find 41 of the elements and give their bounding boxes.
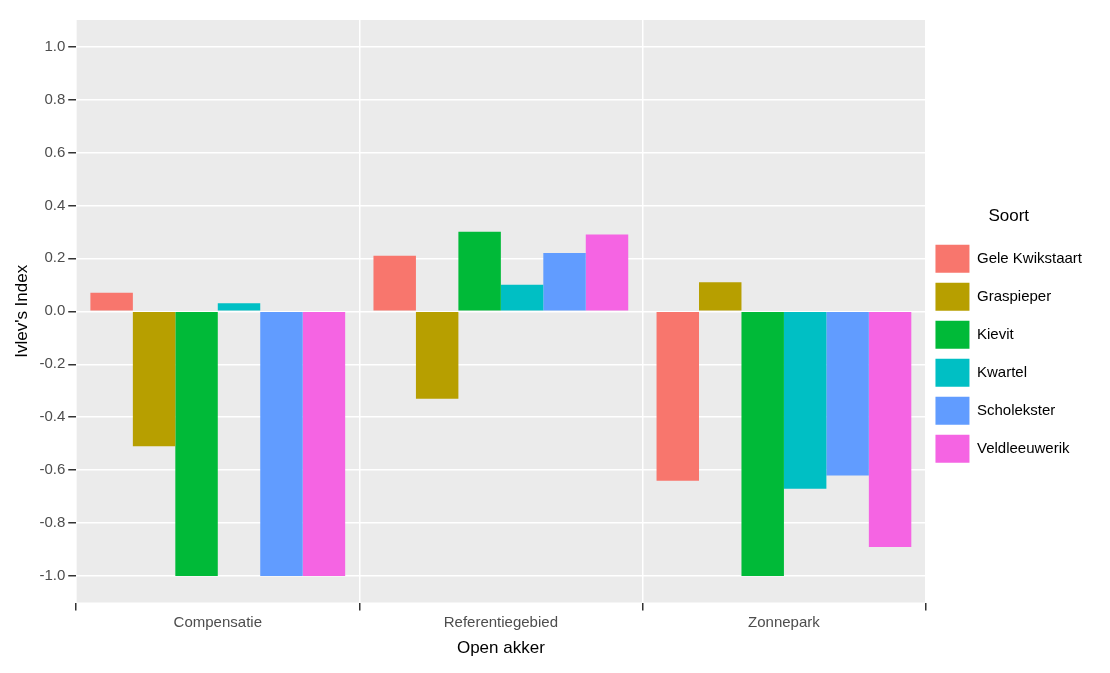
y-tick-label: -1.0 bbox=[39, 566, 66, 584]
bar bbox=[302, 312, 346, 577]
bar bbox=[868, 312, 912, 547]
legend-label: Kievit bbox=[976, 324, 1015, 342]
y-axis-title: Ivlev's Index bbox=[11, 264, 31, 358]
bar bbox=[217, 303, 261, 311]
x-tick-label: Referentiegebied bbox=[443, 612, 558, 630]
legend-label: Veldleeuwerik bbox=[976, 438, 1071, 456]
bar bbox=[656, 312, 700, 481]
legend-label: Gele Kwikstaart bbox=[976, 248, 1083, 266]
y-tick-label: 0.4 bbox=[44, 195, 66, 213]
legend-label: Scholekster bbox=[976, 400, 1056, 418]
x-tick-label: Zonnepark bbox=[748, 612, 821, 630]
y-tick-label: 0.8 bbox=[44, 89, 66, 107]
bar bbox=[373, 255, 416, 311]
x-tick-label: Compensatie bbox=[173, 612, 262, 630]
bar bbox=[458, 231, 501, 311]
y-tick-label: 0.6 bbox=[44, 142, 66, 160]
y-tick-label: 1.0 bbox=[44, 36, 66, 54]
y-tick-label: -0.4 bbox=[39, 407, 66, 425]
legend-label: Kwartel bbox=[976, 362, 1027, 380]
bar bbox=[500, 284, 544, 311]
y-tick-label: -0.2 bbox=[39, 354, 66, 372]
y-tick-label: 0.0 bbox=[44, 301, 66, 319]
y-tick-label: 0.2 bbox=[44, 248, 66, 266]
bar bbox=[175, 312, 218, 577]
legend-label: Graspieper bbox=[976, 286, 1052, 304]
x-axis-title: Open akker bbox=[456, 638, 546, 658]
bar bbox=[826, 312, 869, 476]
bar bbox=[585, 234, 629, 311]
bar bbox=[132, 312, 176, 447]
bar bbox=[741, 312, 784, 577]
legend-title: Soort bbox=[988, 206, 1030, 226]
bar bbox=[260, 312, 303, 577]
bar bbox=[90, 292, 133, 311]
bar bbox=[783, 312, 827, 489]
bar bbox=[699, 282, 742, 311]
y-tick-label: -0.8 bbox=[39, 513, 66, 531]
bar bbox=[415, 312, 459, 399]
bar bbox=[543, 253, 586, 311]
y-tick-label: -0.6 bbox=[39, 460, 66, 478]
